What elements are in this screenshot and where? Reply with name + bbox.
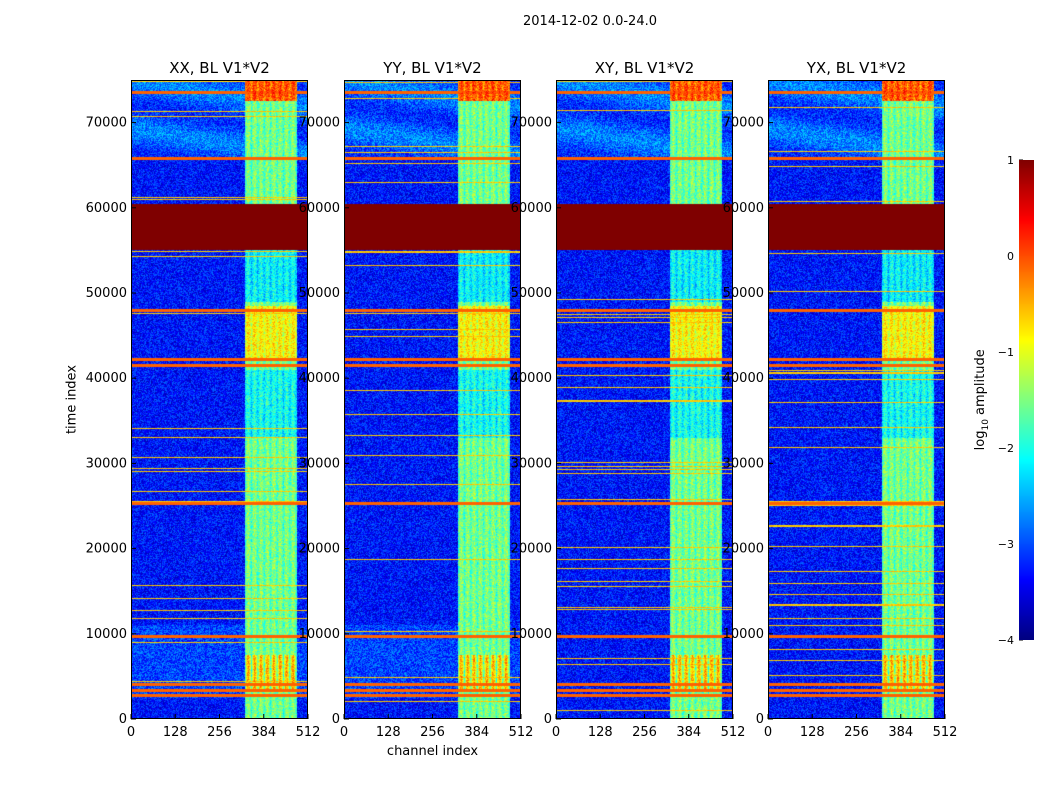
x-tick-label: 128 <box>163 725 188 740</box>
y-tick-label: 10000 <box>723 627 764 642</box>
colorbar-tick-label: 1 <box>1007 154 1014 167</box>
x-tick-label: 512 <box>509 725 534 740</box>
x-tick-label: 512 <box>721 725 746 740</box>
x-tick-label: 256 <box>207 725 232 740</box>
colorbar <box>1019 160 1034 640</box>
y-tick-label: 30000 <box>723 456 764 471</box>
heatmap-yy <box>344 80 521 719</box>
y-tick-label: 30000 <box>511 456 552 471</box>
colorbar-label: log10 amplitude <box>973 349 991 451</box>
y-tick-label: 40000 <box>86 371 127 386</box>
y-tick-label: 10000 <box>86 627 127 642</box>
y-tick-label: 0 <box>119 712 127 727</box>
colorbar-tick-label: −2 <box>998 442 1014 455</box>
y-tick-label: 20000 <box>299 542 340 557</box>
y-tick-label: 0 <box>332 712 340 727</box>
x-tick-label: 384 <box>676 725 701 740</box>
panel-title-yx: YX, BL V1*V2 <box>806 59 907 77</box>
heatmap-yx <box>768 80 945 719</box>
y-tick-label: 10000 <box>299 627 340 642</box>
y-tick-label: 50000 <box>86 286 127 301</box>
x-tick-label: 128 <box>800 725 825 740</box>
y-tick-label: 60000 <box>86 201 127 216</box>
heatmap-xy <box>556 80 733 719</box>
y-tick-label: 60000 <box>723 201 764 216</box>
panel-frame <box>556 80 733 719</box>
y-tick-label: 40000 <box>723 371 764 386</box>
y-tick-label: 10000 <box>511 627 552 642</box>
x-tick-label: 128 <box>588 725 613 740</box>
x-tick-label: 0 <box>552 725 560 740</box>
x-tick-label: 0 <box>127 725 135 740</box>
y-tick-label: 20000 <box>723 542 764 557</box>
y-tick-label: 30000 <box>299 456 340 471</box>
panel-title-xx: XX, BL V1*V2 <box>169 59 270 77</box>
y-tick-label: 50000 <box>723 286 764 301</box>
panel-frame <box>131 80 308 719</box>
heatmap-xx <box>131 80 308 719</box>
x-tick-label: 256 <box>844 725 869 740</box>
panel-frame <box>768 80 945 719</box>
x-tick-label: 384 <box>888 725 913 740</box>
y-tick-label: 70000 <box>299 116 340 131</box>
x-tick-label: 256 <box>420 725 445 740</box>
y-tick-label: 40000 <box>511 371 552 386</box>
x-tick-label: 256 <box>632 725 657 740</box>
x-tick-label: 512 <box>933 725 958 740</box>
y-tick-label: 60000 <box>299 201 340 216</box>
figure-title: 2014-12-02 0.0-24.0 <box>523 14 657 29</box>
y-axis-label: time index <box>64 364 80 435</box>
colorbar-tick-label: −3 <box>998 538 1014 551</box>
y-tick-label: 20000 <box>86 542 127 557</box>
y-tick-label: 40000 <box>299 371 340 386</box>
y-tick-label: 50000 <box>299 286 340 301</box>
panel-frame <box>344 80 521 719</box>
x-tick-label: 384 <box>251 725 276 740</box>
y-tick-label: 0 <box>544 712 552 727</box>
colorbar-tick-label: 0 <box>1007 250 1014 263</box>
x-tick-label: 128 <box>376 725 401 740</box>
colorbar-tick-label: −1 <box>998 346 1014 359</box>
y-tick-label: 30000 <box>86 456 127 471</box>
colorbar-tick-label: −4 <box>998 634 1014 647</box>
x-axis-label: channel index <box>386 744 479 759</box>
y-tick-label: 70000 <box>723 116 764 131</box>
panel-title-xy: XY, BL V1*V2 <box>594 59 695 77</box>
panel-title-yy: YY, BL V1*V2 <box>383 59 482 77</box>
y-tick-label: 0 <box>756 712 764 727</box>
y-tick-label: 20000 <box>511 542 552 557</box>
y-tick-label: 70000 <box>86 116 127 131</box>
x-tick-label: 384 <box>464 725 489 740</box>
y-tick-label: 50000 <box>511 286 552 301</box>
x-tick-label: 512 <box>296 725 321 740</box>
y-tick-label: 70000 <box>511 116 552 131</box>
y-tick-label: 60000 <box>511 201 552 216</box>
x-tick-label: 0 <box>764 725 772 740</box>
x-tick-label: 0 <box>340 725 348 740</box>
